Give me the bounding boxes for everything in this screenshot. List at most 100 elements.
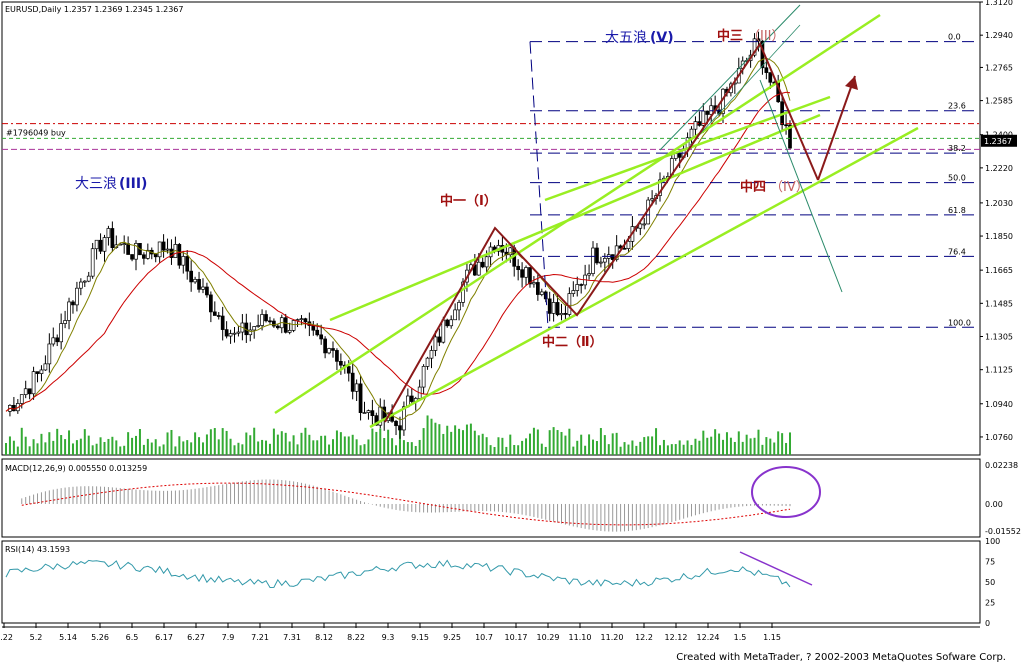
candle-body: [350, 372, 355, 392]
fib-level-label: 100.0: [948, 318, 971, 327]
candle-body: [587, 273, 591, 276]
candle-body: [441, 319, 446, 343]
x-tick-label: 9.3: [382, 633, 395, 642]
candle-body: [59, 323, 64, 343]
candle-body: [445, 319, 450, 327]
candle-body: [374, 415, 379, 426]
label-mid-wave-3: 中三: [717, 28, 743, 44]
candle-body: [102, 237, 107, 252]
rsi-divergence-line: [739, 551, 813, 586]
candle-body: [35, 371, 40, 374]
candle-body: [122, 243, 127, 245]
fib-level-label: 38.2: [948, 144, 966, 153]
candle-body: [110, 228, 115, 249]
candle-body: [23, 388, 28, 395]
candle-body: [224, 329, 229, 337]
x-tick-label: 10.17: [505, 633, 528, 642]
fib-level-label: 50.0: [948, 174, 966, 183]
candle-body: [291, 320, 296, 331]
rsi-tick-label: 50: [985, 578, 995, 587]
candle-body: [768, 72, 773, 83]
candle-body: [555, 302, 560, 316]
candle-body: [784, 124, 788, 127]
price-tick-label: 1.1305: [985, 332, 1013, 341]
candle-body: [610, 254, 615, 260]
candle-body: [362, 412, 367, 414]
rsi-tick-label: 0: [985, 619, 990, 628]
candle-body: [51, 337, 56, 345]
price-tick-label: 1.3120: [985, 0, 1013, 7]
candle-body: [409, 395, 414, 402]
candle-body: [532, 282, 536, 285]
label-big-wave-5: 大五浪: [605, 30, 647, 46]
x-tick-label: 9.25: [443, 633, 461, 642]
price-tick-label: 1.2940: [985, 31, 1013, 40]
fib-level-label: 61.8: [948, 206, 966, 215]
symbol-header: EURUSD,Daily 1.2357 1.2369 1.2345 1.2367: [5, 5, 184, 14]
candle-body: [252, 326, 257, 331]
price-tick-label: 1.1665: [985, 266, 1013, 275]
macd-signal-line: [21, 482, 791, 526]
label-mid-wave-4-roman: （IV）: [770, 180, 809, 195]
candle-body: [339, 361, 343, 366]
x-tick-label: 11.10: [569, 633, 592, 642]
label-big-wave-3: 大三浪: [75, 176, 117, 192]
price-tick-label: 1.1485: [985, 299, 1013, 308]
candle-body: [563, 313, 568, 315]
candle-body: [449, 319, 454, 327]
x-tick-label: 12.2: [635, 633, 653, 642]
macd-highlight-circle: [751, 466, 821, 518]
order-label: #1796049 buy: [6, 128, 66, 137]
x-tick-label: 6.27: [187, 633, 205, 642]
candle-body: [433, 336, 438, 351]
candle-body: [67, 301, 71, 321]
candle-body: [390, 412, 394, 422]
candle-body: [189, 270, 194, 283]
candle-body: [43, 363, 48, 371]
candle-body: [520, 269, 524, 278]
candle-body: [142, 254, 146, 259]
label-mid-wave-4: 中四: [740, 179, 766, 195]
candle-body: [524, 267, 528, 278]
teal-line: [689, 24, 801, 146]
candle-body: [480, 261, 485, 268]
candle-body: [658, 179, 662, 196]
candle-body: [27, 388, 32, 395]
teal-line: [659, 4, 801, 151]
candle-body: [638, 223, 643, 229]
price-tick-label: 1.2765: [985, 63, 1013, 72]
candle-body: [429, 350, 434, 359]
candle-body: [71, 301, 75, 306]
fib-level-label: 23.6: [948, 102, 966, 111]
fib-level-label: 76.4: [948, 247, 966, 256]
rsi-tick-label: 75: [985, 558, 995, 567]
candle-body: [335, 350, 339, 362]
candle-body: [398, 425, 402, 431]
candle-body: [764, 67, 769, 73]
candle-body: [275, 325, 280, 329]
candle-body: [55, 337, 60, 343]
candle-body: [559, 313, 564, 316]
x-tick-label: 6.5: [126, 633, 139, 642]
macd-panel-frame: [1, 458, 981, 538]
ma-long-line: [5, 91, 791, 412]
macd-tick-label: -0.01552: [985, 527, 1021, 536]
candle-body: [79, 281, 83, 289]
candle-body: [220, 315, 225, 330]
candle-body: [264, 314, 268, 322]
candle-body: [516, 265, 521, 271]
candle-body: [579, 284, 584, 286]
candle-body: [551, 302, 556, 314]
candle-body: [63, 320, 67, 324]
x-tick-label: 9.15: [411, 633, 429, 642]
trend-channel-line: [274, 13, 881, 415]
candle-body: [752, 38, 757, 56]
candle-body: [130, 254, 134, 260]
candle-body: [484, 256, 489, 268]
candle-body: [197, 278, 201, 290]
candle-body: [19, 394, 24, 404]
candle-body: [248, 329, 253, 336]
candle-body: [536, 282, 540, 295]
